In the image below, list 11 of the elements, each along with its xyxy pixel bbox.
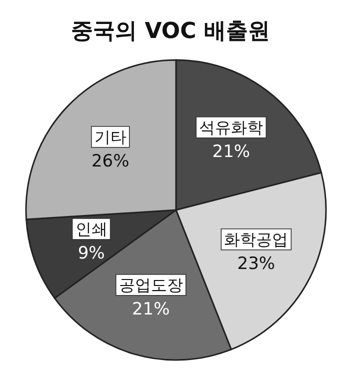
- slice-label: 기타: [94, 127, 126, 146]
- slice-label: 공업도장: [118, 275, 183, 294]
- slice-label: 인쇄: [75, 219, 108, 238]
- chart-title: 중국의 VOC 배출원: [71, 19, 270, 44]
- data-label: 26%: [91, 151, 130, 172]
- data-label: 23%: [237, 254, 276, 274]
- slice-label: 석유화학: [199, 118, 264, 137]
- data-label: 21%: [132, 299, 170, 320]
- slice-label: 화학공업: [224, 230, 288, 249]
- data-label: 9%: [78, 243, 105, 264]
- data-label: 21%: [212, 142, 250, 162]
